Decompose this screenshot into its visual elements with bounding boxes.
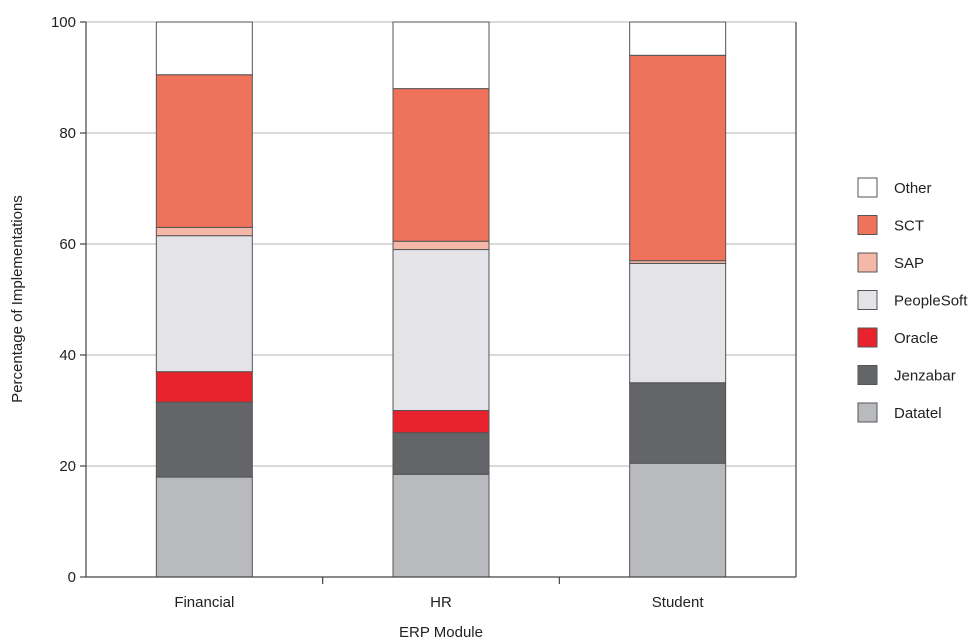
y-tick-labels: 0 20 40 60 80 100	[51, 14, 76, 586]
bar-segment-other-hr	[392, 21, 490, 90]
y-tick-label: 40	[59, 347, 76, 364]
bar-segment-peoplesoft-financial	[155, 235, 253, 373]
legend-label-sct: SCT	[894, 218, 924, 235]
bar-segment-sap-hr	[392, 240, 490, 251]
bar-segment-peoplesoft-hr	[392, 249, 490, 411]
legend-swatch-sap	[857, 252, 878, 273]
y-tick-label: 60	[59, 236, 76, 253]
legend-label-sap: SAP	[894, 255, 924, 272]
bar-segment-sct-hr	[392, 88, 490, 242]
legend-swatch-jenzabar	[857, 365, 878, 385]
bar-segment-datatel-financial	[155, 476, 253, 578]
bar-segment-sct-student	[629, 54, 727, 262]
legend-label-datatel: Datatel	[894, 405, 942, 422]
bar-segment-sap-financial	[155, 226, 253, 237]
legend-swatch-sct	[857, 215, 878, 235]
legend-swatch-oracle	[857, 327, 878, 348]
legend-label-oracle: Oracle	[894, 330, 938, 347]
x-axis-title: ERP Module	[399, 624, 483, 641]
y-axis-title: Percentage of Implementations	[9, 195, 26, 403]
bar-segment-sct-financial	[155, 74, 253, 228]
x-tick-label: HR	[430, 594, 452, 611]
y-tick-label: 80	[59, 125, 76, 142]
bar-segment-jenzabar-financial	[155, 401, 253, 478]
y-tick-label: 20	[59, 458, 76, 475]
bar-segment-peoplesoft-student	[629, 262, 727, 384]
legend-label-other: Other	[894, 180, 932, 197]
bar-segment-jenzabar-hr	[392, 432, 490, 475]
bar-segment-jenzabar-student	[629, 382, 727, 464]
y-tick-label: 0	[68, 569, 76, 586]
bar-segment-oracle-financial	[155, 371, 253, 403]
bar-segment-datatel-student	[629, 462, 727, 578]
x-tick-label: Student	[652, 594, 705, 611]
bars	[155, 21, 727, 578]
legend: Other SCT SAP PeopleSoft Oracle Jenzabar Datat…	[857, 177, 968, 423]
legend-label-peoplesoft: PeopleSoft	[894, 293, 968, 310]
legend-swatch-other	[857, 177, 878, 198]
legend-swatch-peoplesoft	[857, 290, 878, 310]
bar-segment-oracle-hr	[392, 410, 490, 434]
legend-label-jenzabar: Jenzabar	[894, 368, 956, 385]
legend-swatch-datatel	[857, 402, 878, 423]
x-tick-labels: Financial HR Student	[174, 594, 704, 611]
y-tick-label: 100	[51, 14, 76, 31]
bar-segment-other-financial	[155, 21, 253, 76]
bar-segment-other-student	[629, 21, 727, 56]
bar-segment-datatel-hr	[392, 473, 490, 578]
axes	[85, 22, 797, 584]
x-tick-label: Financial	[174, 594, 234, 611]
